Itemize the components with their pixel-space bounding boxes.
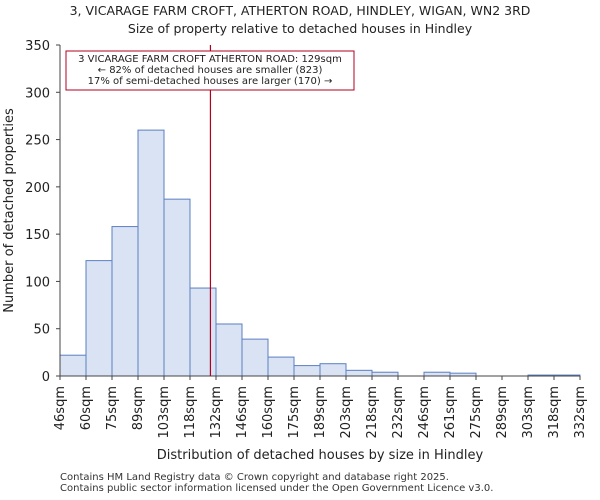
chart-title-line-2: Size of property relative to detached ho… — [127, 21, 473, 36]
footer-line-2: Contains public sector information licen… — [60, 483, 494, 494]
bar-60sqm — [85, 260, 113, 377]
x-tick-label-303sqm: 303sqm — [521, 386, 536, 439]
x-tick-label-232sqm: 232sqm — [391, 386, 406, 439]
y-tick-label-100: 100 — [25, 275, 50, 290]
y-tick-label-150: 150 — [25, 228, 50, 243]
bar-75sqm — [111, 226, 139, 377]
bar-218sqm — [371, 371, 399, 377]
y-tick-label-250: 250 — [25, 134, 50, 149]
x-tick-label-175sqm: 175sqm — [287, 386, 302, 439]
x-tick-label-60sqm: 60sqm — [79, 386, 94, 430]
footer-line-1: Contains HM Land Registry data © Crown c… — [60, 472, 449, 483]
y-tick-label-350: 350 — [25, 39, 50, 54]
x-tick-label-261sqm: 261sqm — [443, 386, 458, 439]
x-tick-label-218sqm: 218sqm — [365, 386, 380, 439]
bar-132sqm — [215, 323, 243, 377]
bars-group — [59, 129, 581, 377]
x-tick-label-160sqm: 160sqm — [261, 386, 276, 439]
chart-title: 3, VICARAGE FARM CROFT, ATHERTON ROAD, H… — [0, 2, 600, 38]
x-tick-label-189sqm: 189sqm — [313, 386, 328, 439]
bar-160sqm — [267, 356, 295, 377]
bar-246sqm — [423, 371, 451, 377]
bar-89sqm — [137, 129, 165, 377]
bar-146sqm — [241, 338, 269, 377]
bar-103sqm — [163, 198, 191, 377]
chart-title-line-1: 3, VICARAGE FARM CROFT, ATHERTON ROAD, H… — [69, 3, 531, 18]
annotation-line-3: 17% of semi-detached houses are larger (… — [88, 76, 333, 87]
y-tick-label-50: 50 — [33, 323, 50, 338]
x-tick-label-332sqm: 332sqm — [573, 386, 588, 439]
x-tick-label-75sqm: 75sqm — [105, 386, 120, 430]
x-tick-label-203sqm: 203sqm — [339, 386, 354, 439]
x-tick-label-89sqm: 89sqm — [131, 386, 146, 430]
annotation-border — [65, 50, 355, 91]
x-tick-label-246sqm: 246sqm — [417, 386, 432, 439]
bar-175sqm — [293, 365, 321, 377]
annotation-line-1: 3 VICARAGE FARM CROFT ATHERTON ROAD: 129… — [78, 54, 342, 65]
footer: Contains HM Land Registry data © Crown c… — [60, 472, 493, 494]
bar-118sqm — [189, 287, 217, 377]
bar-203sqm — [345, 369, 373, 377]
y-tick-label-300: 300 — [25, 86, 50, 101]
y-tick-label-0: 0 — [42, 370, 50, 385]
x-tick-label-46sqm: 46sqm — [53, 386, 68, 430]
x-tick-label-318sqm: 318sqm — [547, 386, 562, 439]
x-tick-label-118sqm: 118sqm — [183, 386, 198, 439]
bar-46sqm — [59, 354, 87, 377]
x-tick-label-146sqm: 146sqm — [235, 386, 250, 439]
x-tick-label-289sqm: 289sqm — [495, 386, 510, 439]
axes-group: 0 50 100 150 200 250 300 350 46sqm 60sqm 75sqm 89sq… — [25, 39, 588, 439]
x-tick-label-103sqm: 103sqm — [157, 386, 172, 439]
annotation-box: 3 VICARAGE FARM CROFT ATHERTON ROAD: 129… — [65, 50, 355, 91]
x-tick-label-275sqm: 275sqm — [469, 386, 484, 439]
annotation-line-2: ← 82% of detached houses are smaller (82… — [98, 65, 323, 76]
x-tick-label-132sqm: 132sqm — [209, 386, 224, 439]
y-tick-label-200: 200 — [25, 181, 50, 196]
bar-189sqm — [319, 363, 347, 377]
x-axis-label: Distribution of detached houses by size … — [157, 448, 484, 463]
y-axis-label: Number of detached properties — [2, 108, 17, 313]
